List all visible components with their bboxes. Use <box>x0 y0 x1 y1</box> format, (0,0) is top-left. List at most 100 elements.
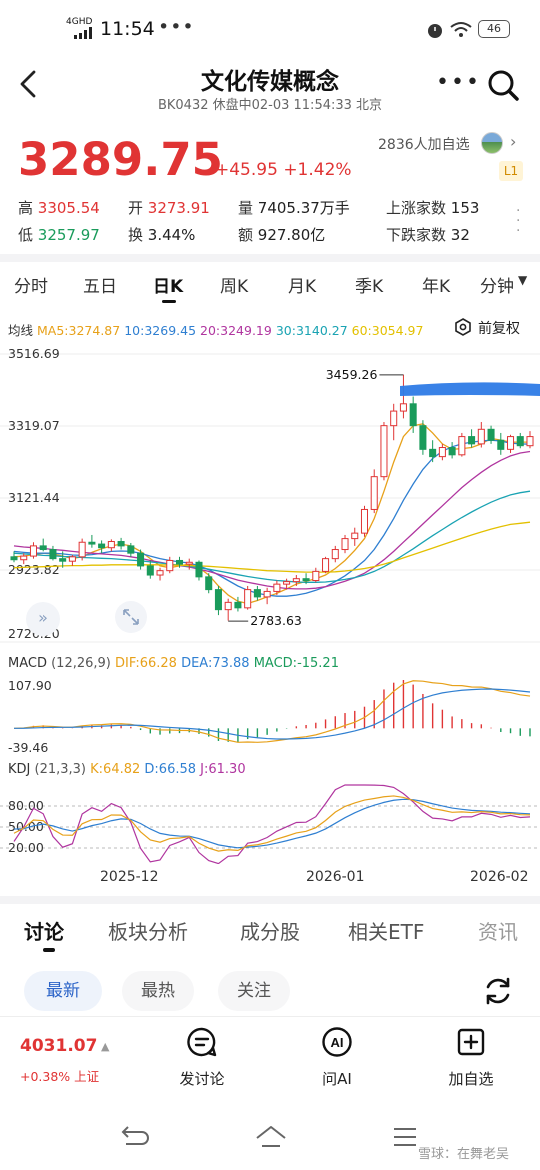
stat-label: 额 <box>238 226 258 244</box>
period-tab[interactable]: 五日 <box>83 277 117 297</box>
candle-body <box>20 555 28 561</box>
candle-body <box>137 552 145 567</box>
period-tab[interactable]: 分时 <box>14 277 48 297</box>
stat-value: 927.80亿 <box>257 226 326 244</box>
content-tab[interactable]: 成分股 <box>240 920 300 944</box>
x-axis-label: 2026-02 <box>470 869 529 885</box>
candle-body <box>390 410 398 427</box>
fullscreen-icon[interactable] <box>114 600 148 634</box>
candle-body <box>234 601 242 609</box>
candle-body <box>224 601 232 611</box>
content-tab[interactable]: 板块分析 <box>108 920 188 944</box>
refresh-icon[interactable] <box>481 974 515 1008</box>
period-tab[interactable]: 周K <box>220 277 249 297</box>
candle-body <box>117 541 125 547</box>
candle-body <box>351 532 359 540</box>
filter-pill[interactable]: 最新 <box>24 971 102 1011</box>
period-tabs: 分时 五日 日K 周K 月K 季K 年K 分钟 ▼ <box>0 272 540 303</box>
comment-icon <box>187 1027 217 1057</box>
candle <box>399 374 407 419</box>
candle-body <box>292 578 300 583</box>
filter-pill[interactable]: 关注 <box>218 971 290 1011</box>
content-tab[interactable]: 讨论 <box>24 920 64 944</box>
kdj-legend[interactable]: KDJ (21,3,3) K:64.82 D:66.58 J:61.30 <box>8 762 246 777</box>
stat-item: 量 7405.37万手 <box>238 197 350 218</box>
candle <box>117 537 125 550</box>
ma-value: 60:3054.97 <box>351 323 424 338</box>
home-nav-icon[interactable] <box>254 1124 288 1150</box>
candle <box>127 542 135 557</box>
filter-pill[interactable]: 最热 <box>122 971 194 1011</box>
candle <box>78 538 86 561</box>
watermark: 雪球：在舞老吴 <box>418 1147 510 1162</box>
chevron-right-icon[interactable]: › <box>510 132 517 151</box>
candle <box>419 420 427 455</box>
period-tab[interactable]: 年K <box>422 277 451 297</box>
content-tab[interactable]: 资讯 <box>478 920 518 944</box>
content-tab[interactable]: 相关ETF <box>348 920 425 944</box>
stat-value: 153 <box>450 199 480 217</box>
stat-value: 3273.91 <box>147 199 210 217</box>
macd-chart[interactable]: 107.90 -39.46 <box>0 676 540 756</box>
post-discussion-button[interactable]: 发讨论 <box>157 1026 247 1089</box>
candle-body <box>438 447 446 458</box>
candle-body <box>156 570 164 576</box>
candle <box>390 403 398 441</box>
y-tick-label: 3319.07 <box>8 418 60 433</box>
level-badge[interactable]: L1 <box>499 161 523 181</box>
watchers-count[interactable]: 2836人加自选 <box>378 137 470 153</box>
candle-body <box>419 425 427 450</box>
period-tab[interactable]: 季K <box>355 277 384 297</box>
period-tab[interactable]: 分钟 <box>480 277 514 297</box>
macd-legend[interactable]: MACD (12,26,9) DIF:66.28 DEA:73.88 MACD:… <box>8 656 339 671</box>
adjust-type[interactable]: 前复权 <box>478 321 520 337</box>
settings-hexagon-icon[interactable] <box>454 318 472 336</box>
ma-value: 10:3269.45 <box>124 323 197 338</box>
ask-ai-button[interactable]: AI 问AI <box>292 1026 382 1089</box>
candle <box>98 540 106 554</box>
stat-item: 额 927.80亿 <box>238 224 325 245</box>
back-nav-icon[interactable] <box>118 1124 150 1150</box>
period-tab[interactable]: 日K <box>153 277 184 297</box>
menu-nav-icon[interactable] <box>392 1124 418 1150</box>
add-favorite-button[interactable]: 加自选 <box>426 1026 516 1089</box>
index-value[interactable]: 4031.07 <box>20 1036 98 1056</box>
macd-y-top: 107.90 <box>8 678 52 693</box>
candle-body <box>59 558 67 562</box>
candle <box>253 585 261 601</box>
expand-stats-icon[interactable]: ⋅ ⋅ ⋅ <box>516 203 521 239</box>
battery-indicator: 46 <box>478 20 510 38</box>
search-icon[interactable] <box>486 68 520 102</box>
candle <box>507 434 515 453</box>
back-arrow-icon[interactable] <box>14 66 46 102</box>
candle-body <box>10 556 18 561</box>
candle <box>175 556 184 568</box>
candle <box>351 527 359 546</box>
period-tab[interactable]: 月K <box>288 277 317 297</box>
post-discussion-label: 发讨论 <box>179 1070 225 1088</box>
watchers-avatar[interactable] <box>481 132 503 154</box>
candle-body <box>273 583 281 592</box>
more-options-icon[interactable]: ••• <box>436 70 481 95</box>
candle <box>341 534 349 554</box>
candle <box>234 596 242 612</box>
index-change[interactable]: +0.38% 上证 <box>20 1069 100 1084</box>
chevron-down-icon[interactable]: ▼ <box>518 273 528 287</box>
active-tab-indicator <box>43 948 55 952</box>
candle <box>468 429 476 448</box>
page-title: 文化传媒概念 <box>201 69 339 95</box>
candle <box>146 560 154 579</box>
stat-item: 下跌家数 32 <box>386 224 470 245</box>
candle <box>526 431 534 449</box>
candle <box>429 440 437 463</box>
candle <box>49 545 57 561</box>
wifi-icon <box>450 22 472 37</box>
expand-left-icon[interactable]: » <box>26 602 60 636</box>
x-axis-label: 2025-12 <box>100 869 159 885</box>
candle-body <box>166 559 174 572</box>
signal-icon <box>74 27 92 39</box>
candle <box>438 443 446 461</box>
dif-line <box>13 680 531 743</box>
candlestick-chart[interactable]: 3516.693319.073121.442923.822726.203459.… <box>0 344 540 644</box>
